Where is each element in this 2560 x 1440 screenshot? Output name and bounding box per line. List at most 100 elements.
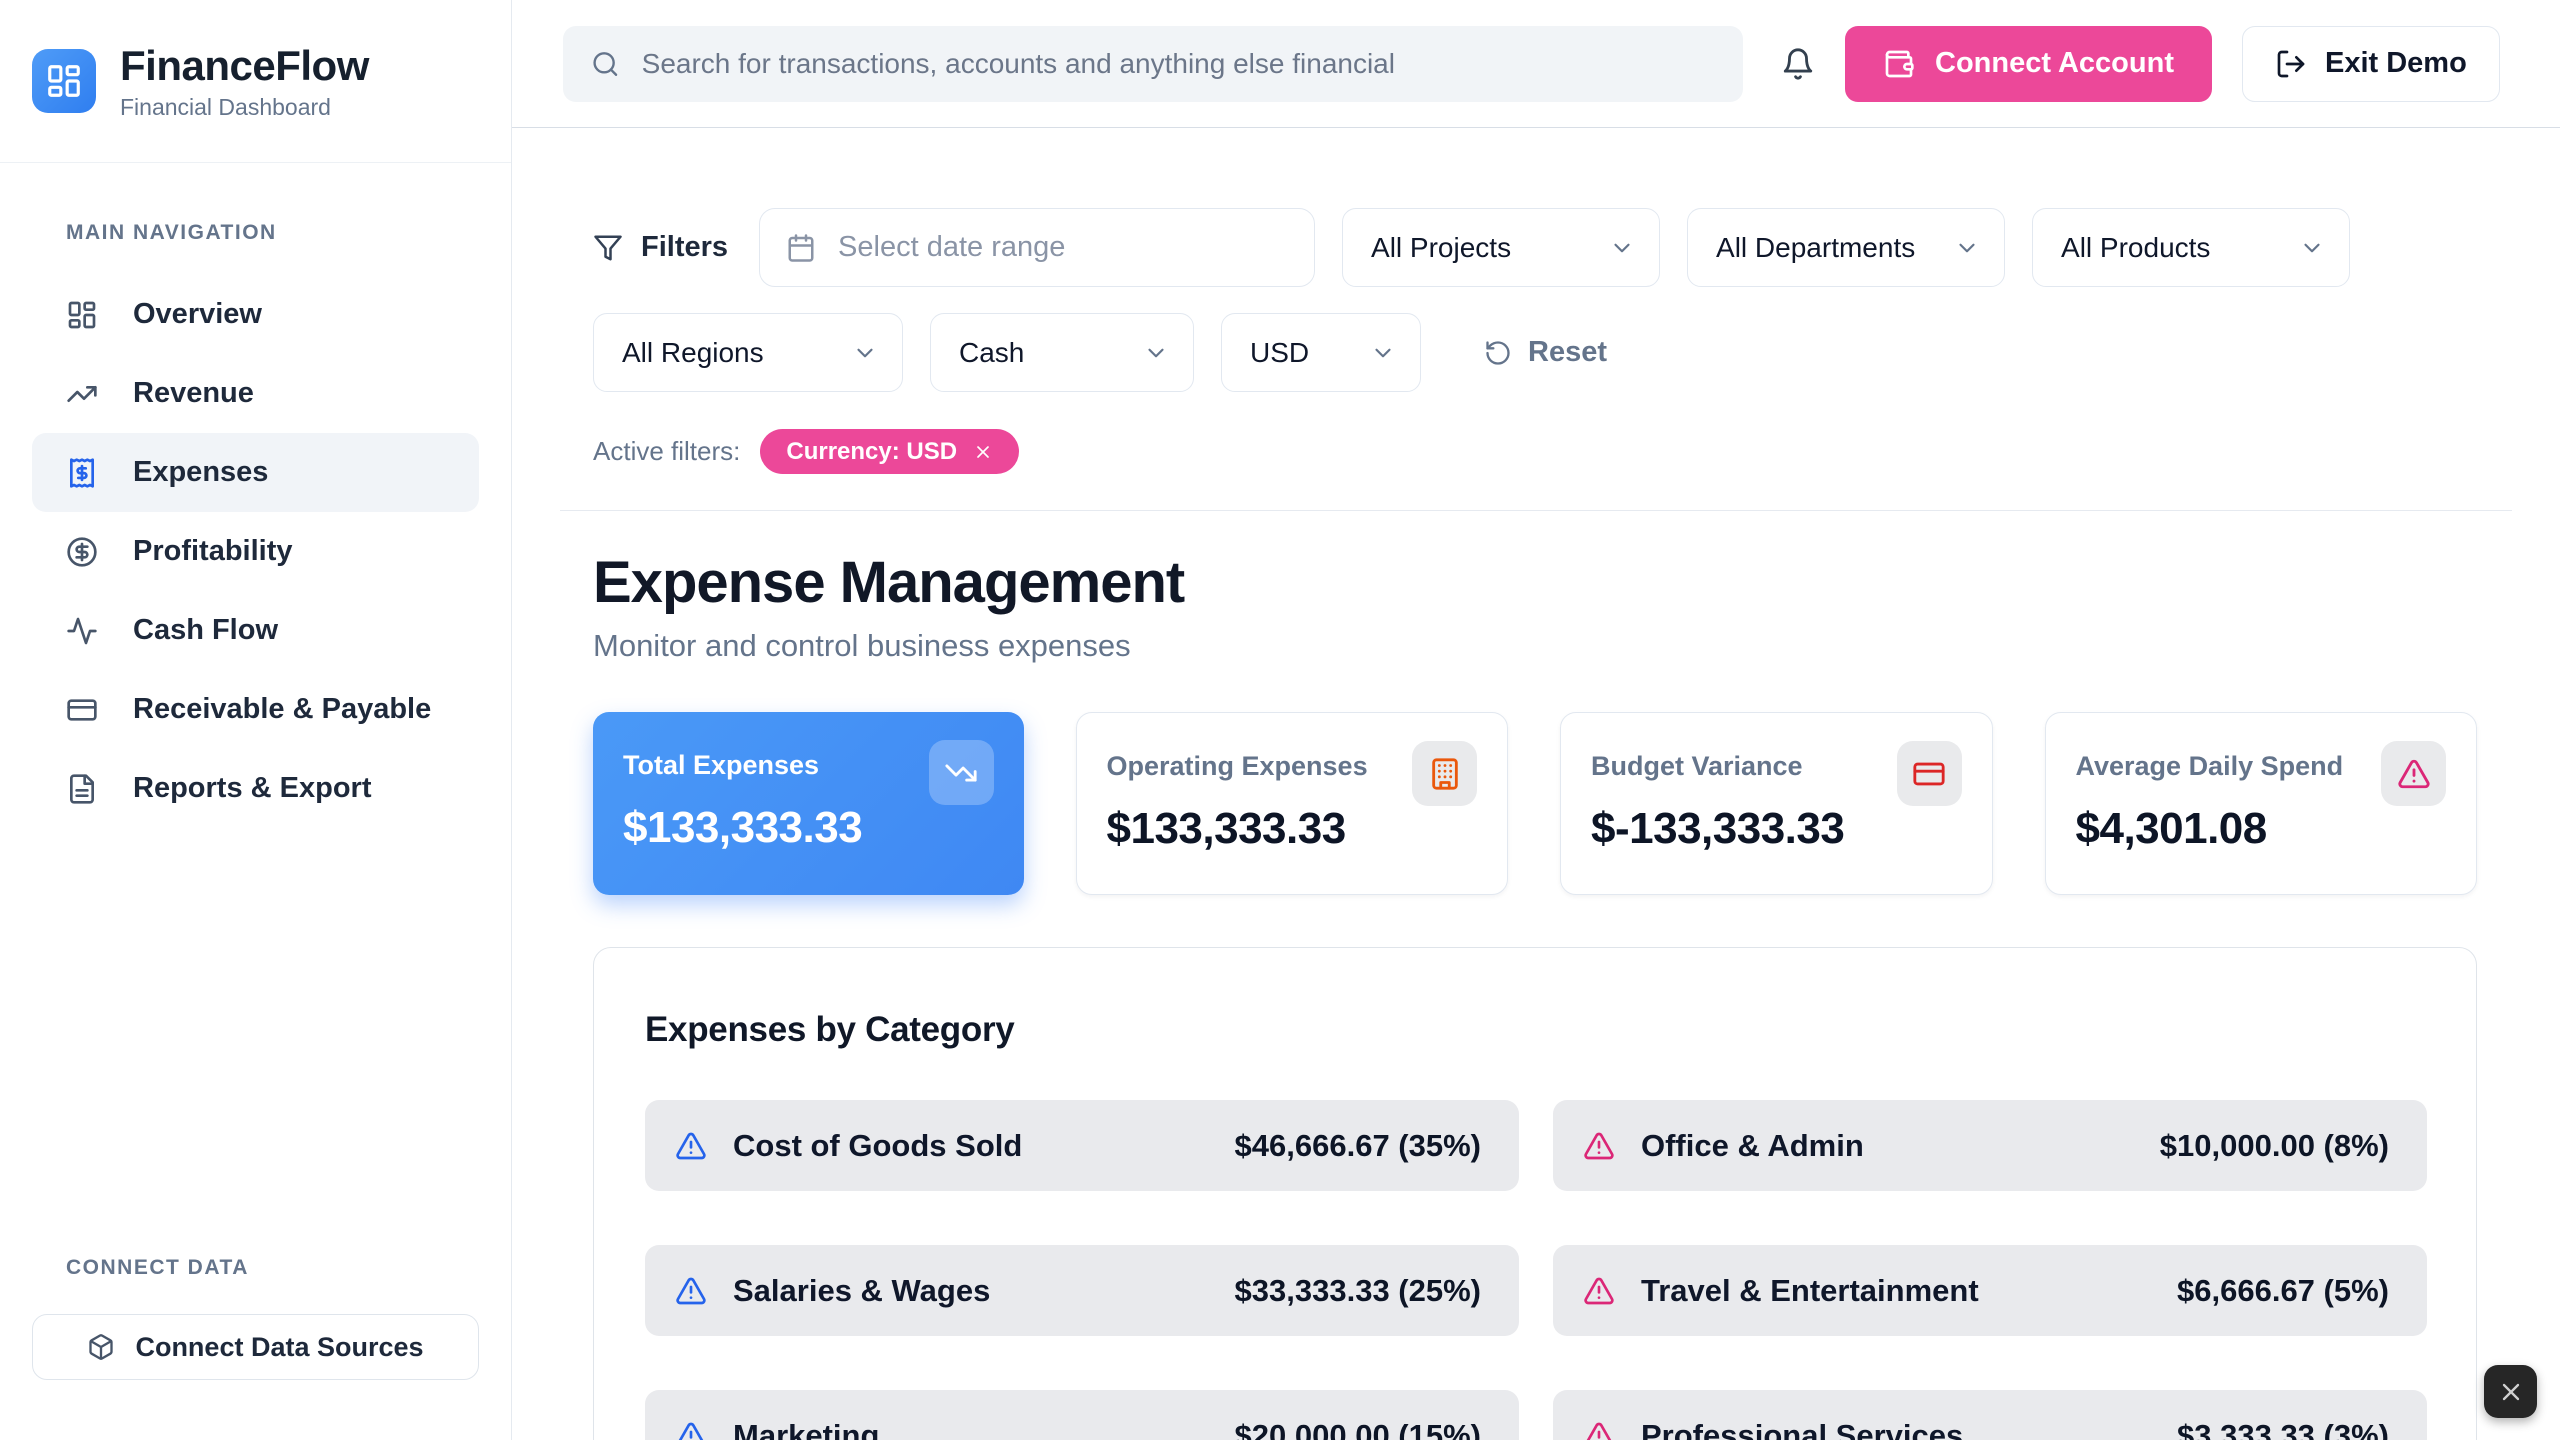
alert-triangle-icon — [1583, 1130, 1615, 1162]
alert-triangle-icon — [675, 1420, 707, 1440]
category-name: Marketing — [733, 1417, 880, 1440]
category-value: $46,666.67 (35%) — [1234, 1127, 1481, 1163]
sidebar-item-cash-flow[interactable]: Cash Flow — [32, 591, 479, 670]
category-name: Cost of Goods Sold — [733, 1127, 1023, 1163]
expenses-by-category-title: Expenses by Category — [645, 1010, 1015, 1049]
alert-triangle-icon — [2397, 757, 2431, 791]
building-icon — [1428, 757, 1462, 791]
sidebar: FinanceFlow Financial Dashboard MAIN NAV… — [0, 0, 512, 1440]
category-value: $6,666.67 (5%) — [2177, 1272, 2389, 1308]
stat-label: Total Expenses — [623, 750, 820, 780]
currency-select[interactable]: USD — [1221, 313, 1421, 392]
stat-label: Budget Variance — [1591, 751, 1803, 781]
currency-select-value: USD — [1250, 336, 1310, 368]
main-navigation: MAIN NAVIGATION Overview Revenue Expense… — [0, 163, 511, 1256]
exit-demo-button[interactable]: Exit Demo — [2241, 25, 2500, 102]
app-logo — [32, 49, 96, 113]
exit-demo-label: Exit Demo — [2324, 47, 2467, 79]
nav-section-label: MAIN NAVIGATION — [66, 221, 277, 244]
stat-card-average-daily-spend: Average Daily Spend $4,301.08 — [2044, 712, 2477, 895]
chevron-down-icon — [852, 340, 878, 366]
sidebar-item-profitability[interactable]: Profitability — [32, 512, 479, 591]
notifications-button[interactable] — [1781, 47, 1815, 81]
connect-account-button[interactable]: Connect Account — [1845, 25, 2212, 102]
trending-down-icon — [944, 756, 978, 790]
app-title: FinanceFlow — [120, 41, 369, 89]
category-value: $33,333.33 (25%) — [1234, 1272, 1481, 1308]
bell-icon — [1781, 47, 1815, 81]
close-icon — [2497, 1378, 2525, 1406]
wallet-icon — [1883, 48, 1915, 80]
alert-triangle-icon — [1583, 1275, 1615, 1307]
sidebar-item-expenses[interactable]: Expenses — [32, 433, 479, 512]
stat-card-budget-variance: Budget Variance $-133,333.33 — [1560, 712, 1993, 895]
search-input[interactable] — [641, 47, 1715, 80]
date-range-input[interactable]: Select date range — [759, 208, 1316, 287]
close-overlay-button[interactable] — [2484, 1365, 2537, 1418]
projects-select[interactable]: All Projects — [1342, 208, 1661, 287]
date-range-placeholder: Select date range — [838, 231, 1066, 263]
category-row-office-admin: Office & Admin $10,000.00 (8%) — [1553, 1100, 2427, 1191]
stat-value: $133,333.33 — [623, 803, 863, 852]
content: Filters Select date range All Projects A… — [512, 128, 2560, 1440]
stat-icon-chip — [1896, 741, 1962, 806]
global-search[interactable] — [563, 25, 1743, 102]
stat-value: $133,333.33 — [1106, 804, 1347, 853]
sidebar-item-receivable-payable[interactable]: Receivable & Payable — [32, 670, 479, 749]
category-value: $3,333.33 (3%) — [2177, 1417, 2389, 1440]
search-icon — [591, 49, 620, 79]
products-select[interactable]: All Products — [2032, 208, 2351, 287]
dashboard-grid-icon — [66, 299, 98, 331]
stat-label: Average Daily Spend — [2075, 751, 2344, 781]
sidebar-item-label: Receivable & Payable — [133, 693, 432, 725]
reset-filters-button[interactable]: Reset — [1484, 336, 1607, 369]
filters-row-2: All Regions Cash USD Reset — [593, 313, 2477, 392]
sidebar-item-label: Reports & Export — [133, 772, 372, 804]
projects-select-value: All Projects — [1371, 231, 1512, 263]
credit-card-icon — [1912, 757, 1946, 791]
sidebar-item-label: Profitability — [133, 535, 293, 567]
dashboard-logo-icon — [45, 62, 83, 100]
active-filters-row: Active filters: Currency: USD — [593, 429, 2477, 474]
app-subtitle: Financial Dashboard — [120, 93, 331, 120]
stat-cards: Total Expenses $133,333.33 Operating Exp… — [593, 712, 2477, 895]
chevron-down-icon — [1143, 340, 1169, 366]
category-row-marketing: Marketing $20,000.00 (15%) — [645, 1390, 1519, 1440]
connect-data-sources-button[interactable]: Connect Data Sources — [32, 1314, 479, 1380]
credit-card-icon — [66, 694, 98, 726]
chevron-down-icon — [2299, 235, 2325, 261]
connect-section-label: CONNECT DATA — [66, 1256, 249, 1279]
basis-select[interactable]: Cash — [930, 313, 1194, 392]
filters-row-1: Filters Select date range All Projects A… — [593, 208, 2477, 287]
sidebar-item-label: Cash Flow — [133, 614, 279, 646]
filters-label: Filters — [641, 231, 729, 263]
reset-label: Reset — [1528, 336, 1607, 368]
activity-icon — [66, 615, 98, 647]
category-row-salaries-wages: Salaries & Wages $33,333.33 (25%) — [645, 1245, 1519, 1336]
sidebar-item-revenue[interactable]: Revenue — [32, 354, 479, 433]
stat-card-total-expenses: Total Expenses $133,333.33 — [593, 712, 1024, 895]
active-filter-chip-currency[interactable]: Currency: USD — [760, 429, 1020, 474]
stat-icon-chip — [1412, 741, 1477, 806]
chevron-down-icon — [1370, 340, 1396, 366]
regions-select-value: All Regions — [622, 336, 764, 368]
close-icon[interactable] — [973, 442, 993, 462]
category-grid: Cost of Goods Sold $46,666.67 (35%) Offi… — [645, 1100, 2427, 1440]
category-name: Professional Services — [1641, 1417, 1964, 1440]
category-name: Travel & Entertainment — [1641, 1272, 1979, 1308]
sidebar-item-label: Revenue — [133, 377, 254, 409]
regions-select[interactable]: All Regions — [593, 313, 903, 392]
alert-triangle-icon — [675, 1275, 707, 1307]
category-row-cost-of-goods-sold: Cost of Goods Sold $46,666.67 (35%) — [645, 1100, 1519, 1191]
stat-icon-chip — [928, 740, 994, 805]
stat-icon-chip — [2381, 741, 2446, 806]
dollar-circle-icon — [66, 536, 98, 568]
basis-select-value: Cash — [959, 336, 1025, 368]
filters-title: Filters — [593, 231, 728, 264]
connect-account-label: Connect Account — [1935, 47, 2174, 79]
departments-select[interactable]: All Departments — [1687, 208, 2006, 287]
expenses-by-category-card: Expenses by Category Cost of Goods Sold … — [593, 947, 2477, 1440]
sidebar-item-overview[interactable]: Overview — [32, 275, 479, 354]
sidebar-item-reports-export[interactable]: Reports & Export — [32, 749, 479, 828]
sidebar-item-label: Expenses — [133, 456, 269, 488]
